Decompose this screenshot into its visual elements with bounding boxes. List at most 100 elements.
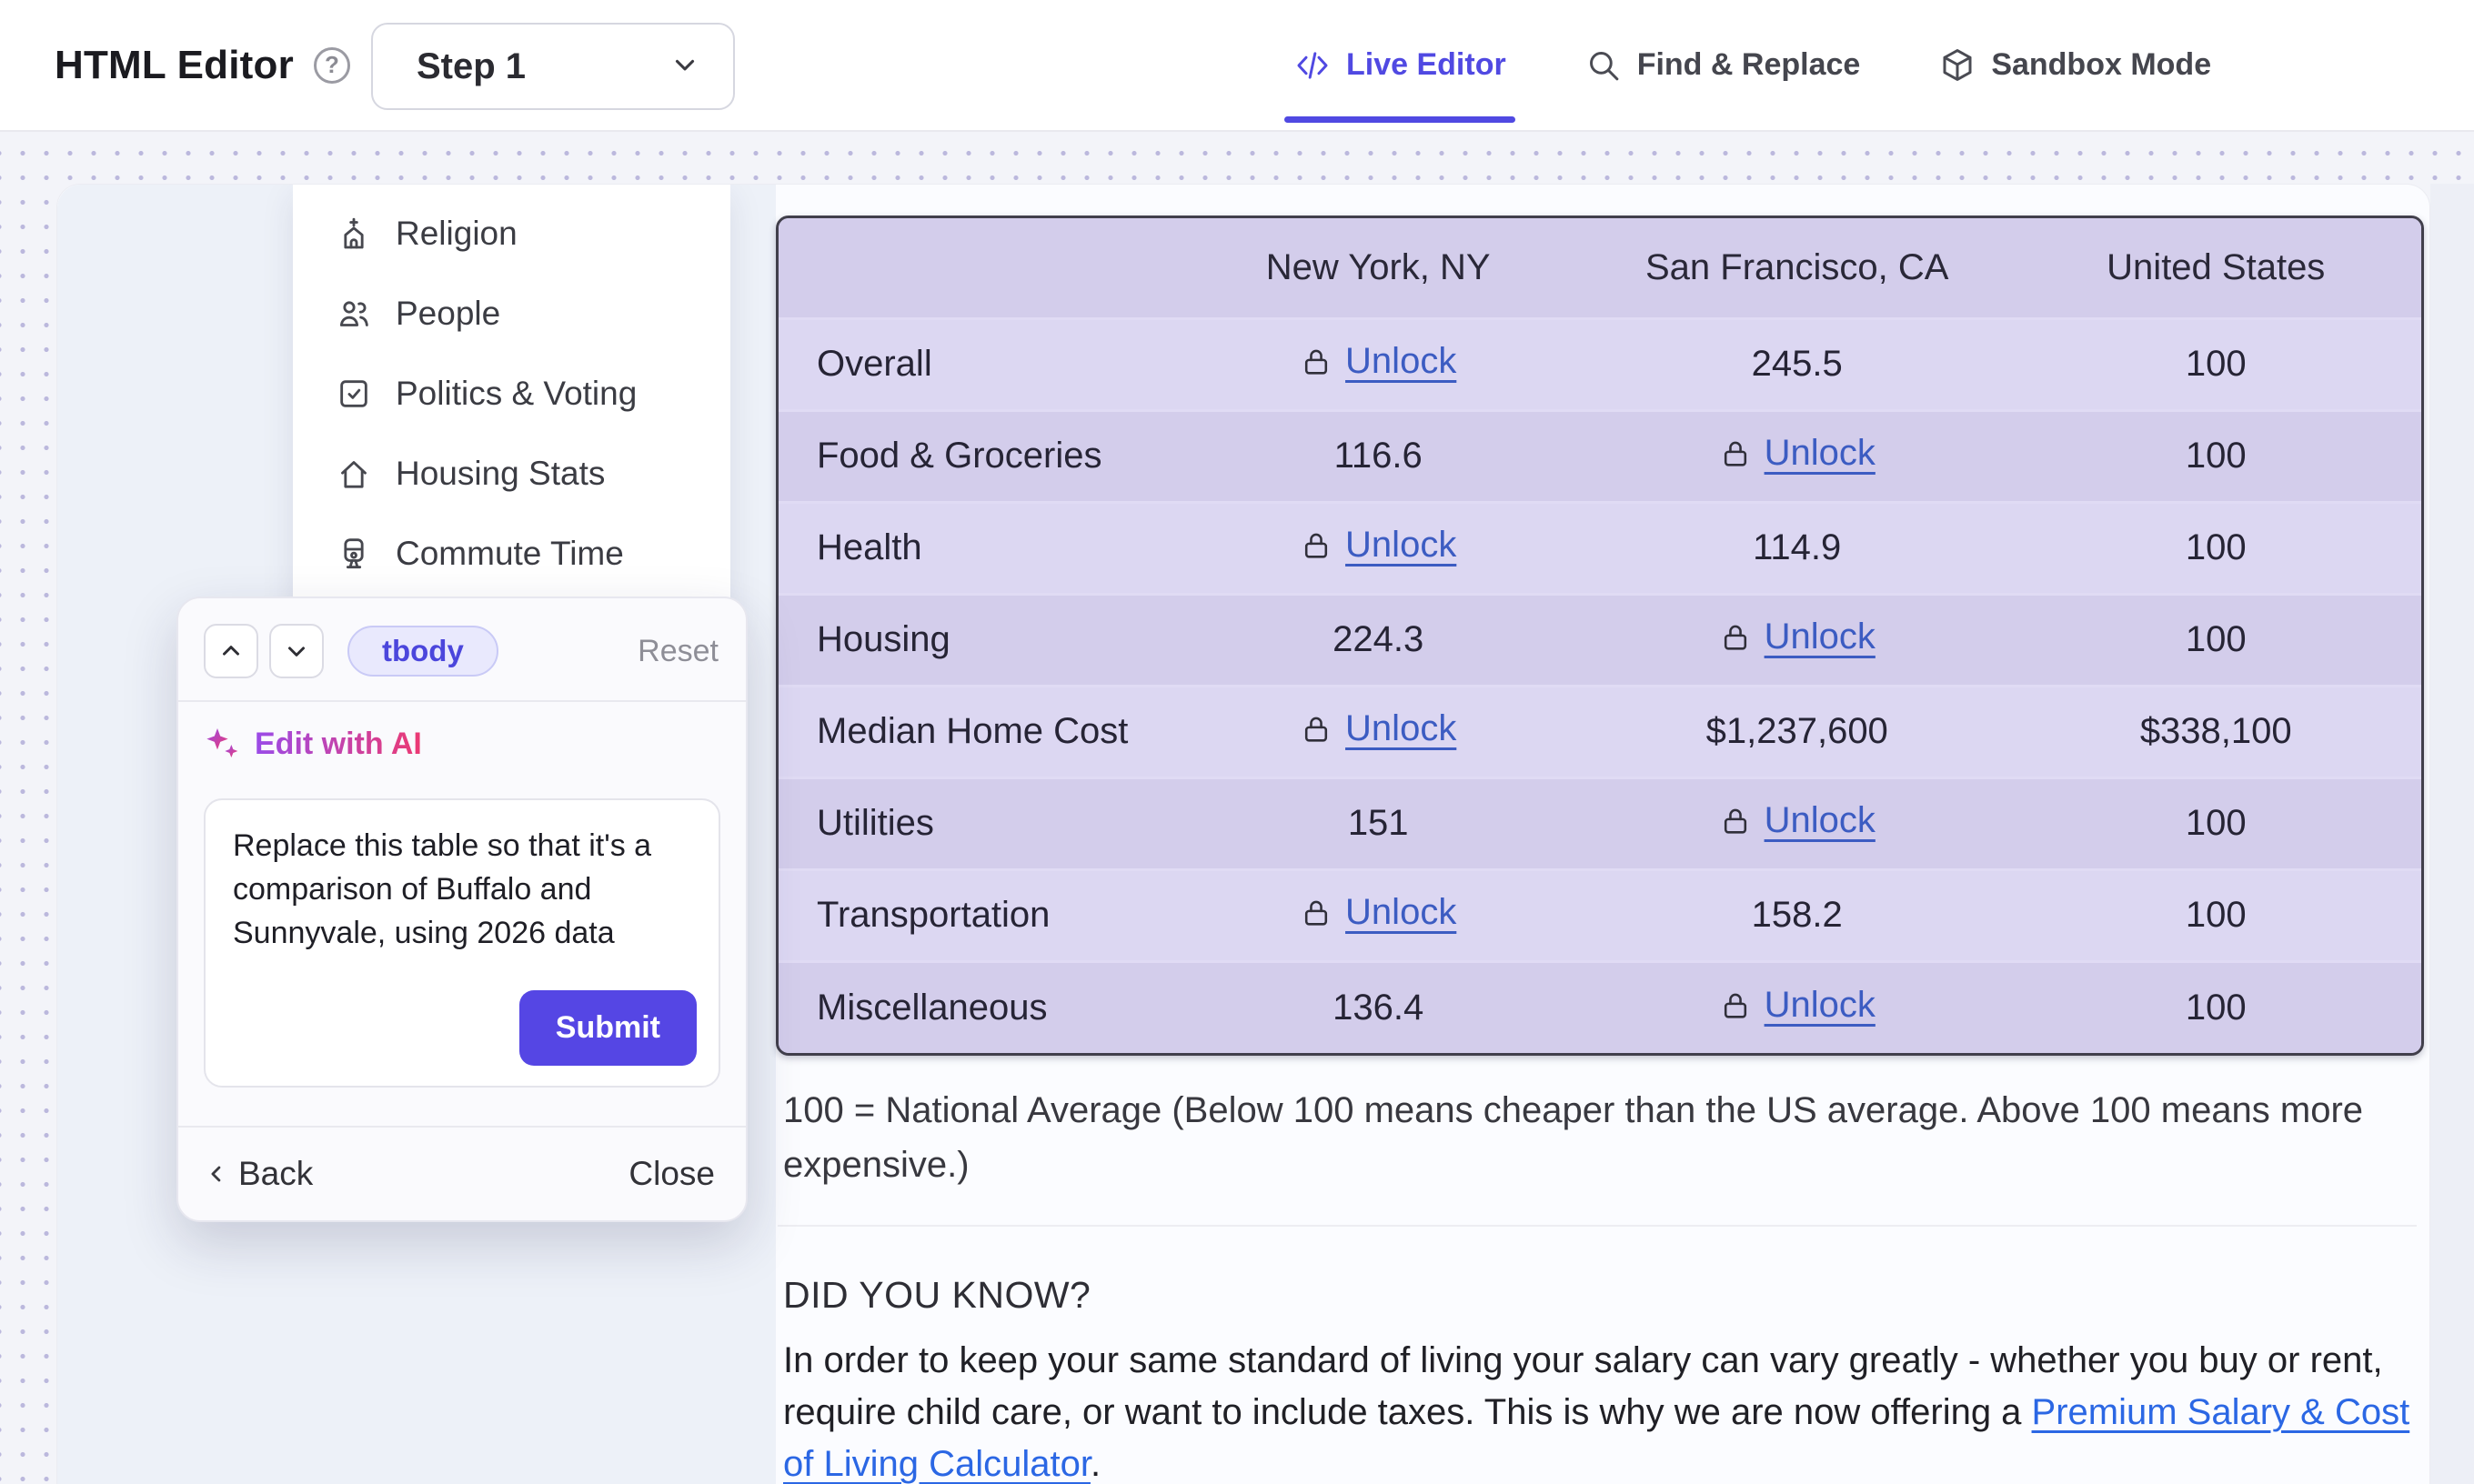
locked-cell: Unlock xyxy=(1172,869,1584,961)
tab-live-editor[interactable]: Live Editor xyxy=(1284,0,1515,130)
value-cell: 100 xyxy=(2185,344,2247,384)
back-button[interactable]: Back xyxy=(204,1155,313,1193)
locked-cell: Unlock xyxy=(1172,318,1584,410)
column-header: New York, NY xyxy=(1172,218,1584,318)
submit-button[interactable]: Submit xyxy=(518,990,697,1066)
section-nav-list: Religion People Politics & Voting Housin… xyxy=(293,194,730,594)
value-cell: 224.3 xyxy=(1333,619,1424,659)
ai-prompt-box: Replace this table so that it's a compar… xyxy=(204,798,720,1088)
value-cell: 100 xyxy=(2185,619,2247,659)
selected-tag-badge[interactable]: tbody xyxy=(347,626,498,677)
row-label: Transportation xyxy=(817,895,1051,935)
value-cell: 136.4 xyxy=(1333,987,1424,1028)
locked-cell: Unlock xyxy=(1584,961,2011,1053)
lock-icon xyxy=(1719,437,1752,470)
unlock-link[interactable]: Unlock xyxy=(1345,892,1457,933)
lock-icon xyxy=(1300,529,1333,562)
value-cell: 158.2 xyxy=(1751,895,1843,935)
table-row: Housing 224.3 Unlock 100 xyxy=(779,594,2421,686)
scrollbar-gutter[interactable] xyxy=(2430,184,2474,1484)
step-selector-value: Step 1 xyxy=(417,45,527,86)
row-label: Miscellaneous xyxy=(817,987,1048,1028)
unlock-link[interactable]: Unlock xyxy=(1764,985,1876,1025)
value-cell: 245.5 xyxy=(1751,344,1843,384)
select-child-button[interactable] xyxy=(269,624,324,678)
select-parent-button[interactable] xyxy=(204,624,258,678)
lock-icon xyxy=(1300,897,1333,929)
table-row: Miscellaneous 136.4 Unlock 100 xyxy=(779,961,2421,1053)
mode-tabs: Live Editor Find & Replace Sandbox Mode xyxy=(1284,0,2211,130)
column-header: United States xyxy=(2010,218,2421,318)
lock-icon xyxy=(1719,989,1752,1022)
inspector-header: tbody Reset xyxy=(178,598,746,700)
church-icon xyxy=(336,216,372,252)
cube-icon xyxy=(1938,46,1976,85)
premium-calculator-link[interactable]: Premium Salary & Cost of Living Calculat… xyxy=(783,1392,2410,1484)
sidebar-item-religion[interactable]: Religion xyxy=(293,194,730,274)
chevron-down-icon xyxy=(669,49,700,85)
tab-sandbox-mode[interactable]: Sandbox Mode xyxy=(1938,0,2211,130)
row-label: Utilities xyxy=(817,803,934,843)
value-cell: 116.6 xyxy=(1333,436,1423,476)
unlock-link[interactable]: Unlock xyxy=(1764,800,1876,841)
inspector-footer: Back Close xyxy=(178,1126,746,1220)
unlock-link[interactable]: Unlock xyxy=(1345,341,1457,382)
table-header-row: New York, NY San Francisco, CA United Stat… xyxy=(779,218,2421,318)
locked-cell: Unlock xyxy=(1584,410,2011,502)
reset-button[interactable]: Reset xyxy=(638,633,719,668)
value-cell: 100 xyxy=(2185,987,2247,1028)
element-inspector-panel: tbody Reset Edit with AI Replace this ta… xyxy=(176,597,748,1222)
row-label: Housing xyxy=(817,619,950,659)
table-row: Overall Unlock 245.5 100 xyxy=(779,318,2421,410)
locked-cell: Unlock xyxy=(1584,594,2011,686)
train-icon xyxy=(336,536,372,572)
sidebar-item-commute-time[interactable]: Commute Time xyxy=(293,514,730,594)
value-cell: 100 xyxy=(2185,895,2247,935)
unlock-link[interactable]: Unlock xyxy=(1345,525,1457,566)
house-icon xyxy=(336,456,372,492)
value-cell: 100 xyxy=(2185,803,2247,843)
table-row: Utilities 151 Unlock 100 xyxy=(779,777,2421,869)
step-selector[interactable]: Step 1 xyxy=(371,23,735,110)
code-icon xyxy=(1293,46,1332,85)
lock-icon xyxy=(1719,805,1752,837)
people-icon xyxy=(336,296,372,332)
table-row: Median Home Cost Unlock $1,237,600 $338,1… xyxy=(779,686,2421,777)
ballot-icon xyxy=(336,376,372,412)
value-cell: $1,237,600 xyxy=(1705,711,1888,751)
row-label: Overall xyxy=(817,344,932,384)
help-icon[interactable]: ? xyxy=(313,46,350,84)
sidebar-item-people[interactable]: People xyxy=(293,274,730,354)
chevron-up-icon xyxy=(223,646,239,656)
value-cell: 100 xyxy=(2185,436,2247,476)
section-divider xyxy=(778,1225,2417,1227)
edit-with-ai[interactable]: Edit with AI xyxy=(204,726,720,762)
did-you-know-text: In order to keep your same standard of l… xyxy=(783,1340,2410,1484)
unlock-link[interactable]: Unlock xyxy=(1764,433,1876,474)
page-title: HTML Editor xyxy=(55,42,294,87)
table-row: Transportation Unlock 158.2 100 xyxy=(779,869,2421,961)
sidebar-item-housing-stats[interactable]: Housing Stats xyxy=(293,434,730,514)
lock-icon xyxy=(1300,346,1333,378)
unlock-link[interactable]: Unlock xyxy=(1764,617,1876,657)
locked-cell: Unlock xyxy=(1584,777,2011,869)
column-header xyxy=(779,218,1173,318)
value-cell: $338,100 xyxy=(2139,711,2292,751)
value-cell: 114.9 xyxy=(1753,527,1842,567)
row-label: Food & Groceries xyxy=(817,436,1102,476)
chevron-left-icon xyxy=(211,1166,221,1182)
edit-with-ai-label: Edit with AI xyxy=(255,726,422,761)
row-label: Median Home Cost xyxy=(817,711,1129,751)
lock-icon xyxy=(1719,621,1752,654)
top-bar: HTML Editor ? Step 1 Live Editor Find & … xyxy=(0,0,2474,132)
unlock-link[interactable]: Unlock xyxy=(1345,708,1457,749)
cost-of-living-table: New York, NY San Francisco, CA United Stat… xyxy=(776,216,2424,1056)
sparkles-icon xyxy=(204,726,240,762)
did-you-know-title: DID YOU KNOW? xyxy=(783,1274,1091,1316)
close-button[interactable]: Close xyxy=(629,1155,715,1192)
sidebar-item-politics-voting[interactable]: Politics & Voting xyxy=(293,354,730,434)
lock-icon xyxy=(1300,713,1333,746)
panel-divider-top xyxy=(178,700,746,702)
tab-find-replace[interactable]: Find & Replace xyxy=(1584,0,1860,130)
page-content: New York, NY San Francisco, CA United Stat… xyxy=(776,185,2429,1484)
